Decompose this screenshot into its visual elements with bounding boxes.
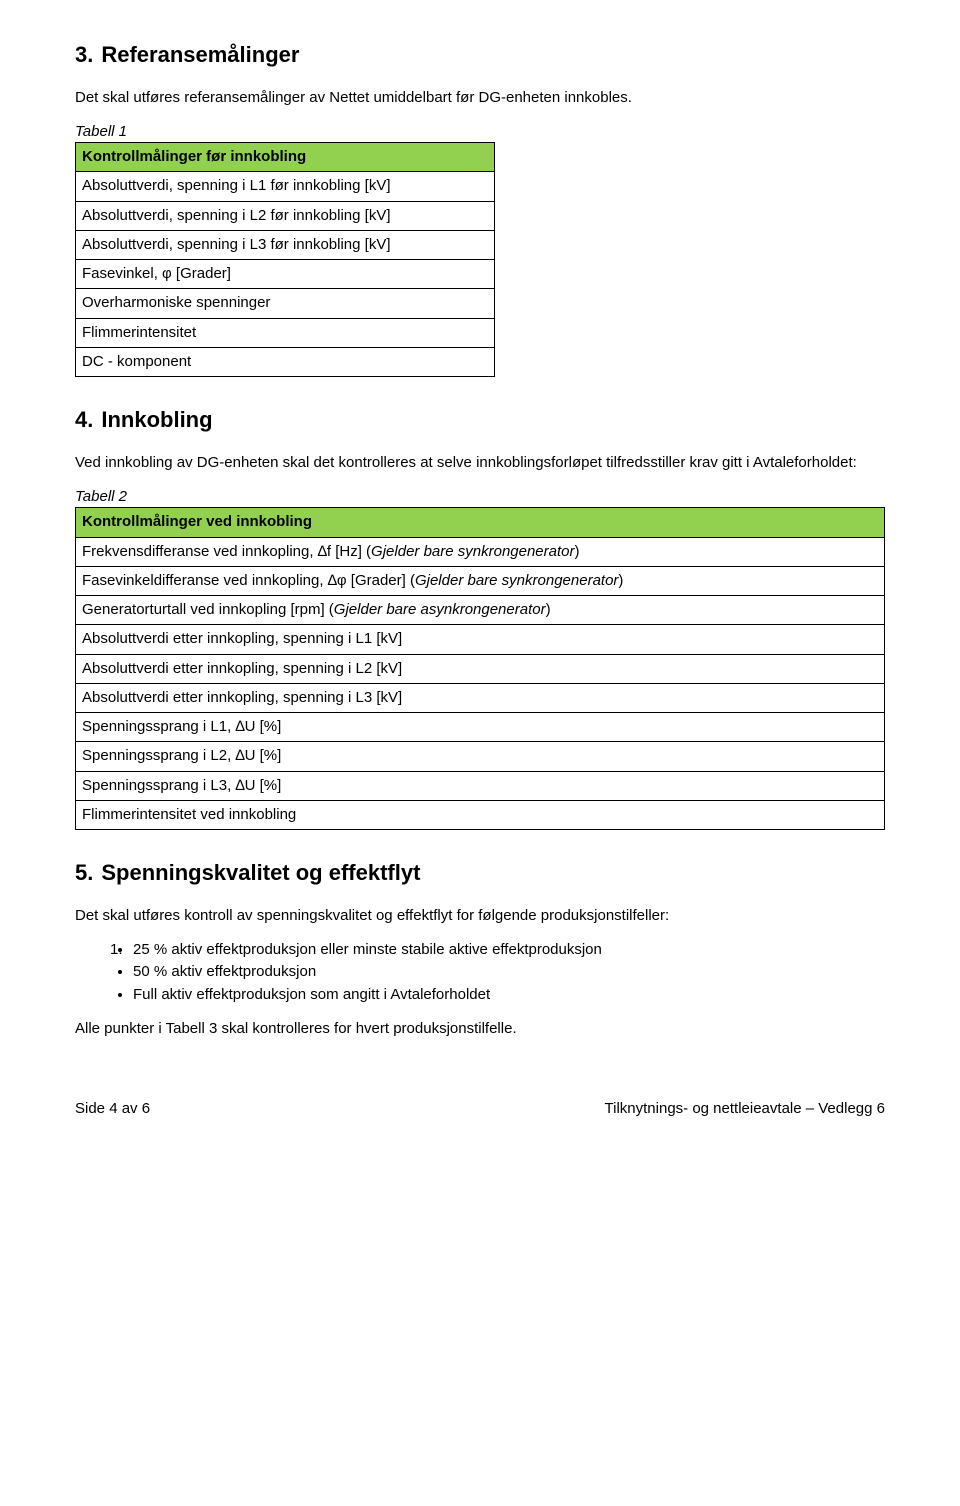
page-footer: Side 4 av 6 Tilknytnings- og nettleieavt… (75, 1099, 885, 1119)
section-5-list-marker: 1. (110, 940, 123, 960)
section-3-number: 3. (75, 42, 93, 67)
table-row: Spenningssprang i L1, ∆U [%] (76, 713, 885, 742)
list-item: Full aktiv effektproduksjon som angitt i… (133, 985, 885, 1005)
table-row: Generatorturtall ved innkopling [rpm] (G… (76, 596, 885, 625)
section-4-number: 4. (75, 407, 93, 432)
table-1: Kontrollmålinger før innkobling Absolutt… (75, 142, 495, 377)
list-item: 50 % aktiv effektproduksjon (133, 962, 885, 982)
section-3-intro: Det skal utføres referansemålinger av Ne… (75, 88, 885, 108)
table-1-caption: Tabell 1 (75, 122, 885, 142)
section-4-heading: 4. Innkobling (75, 405, 885, 435)
list-item: 25 % aktiv effektproduksjon eller minste… (133, 940, 885, 960)
section-3-title: Referansemålinger (101, 42, 299, 67)
table-2-header: Kontrollmålinger ved innkobling (76, 508, 885, 537)
table-2-caption: Tabell 2 (75, 487, 885, 507)
table-row: Absoluttverdi etter innkopling, spenning… (76, 625, 885, 654)
table-row: Flimmerintensitet (76, 318, 495, 347)
section-5-outro: Alle punkter i Tabell 3 skal kontrollere… (75, 1019, 885, 1039)
table-row: Absoluttverdi, spenning i L2 før innkobl… (76, 201, 495, 230)
section-3-heading: 3. Referansemålinger (75, 40, 885, 70)
table-row: Spenningssprang i L3, ∆U [%] (76, 771, 885, 800)
section-5-intro: Det skal utføres kontroll av spenningskv… (75, 906, 885, 926)
section-5-title: Spenningskvalitet og effektflyt (101, 860, 420, 885)
section-4-intro: Ved innkobling av DG-enheten skal det ko… (75, 453, 885, 473)
table-row: Absoluttverdi etter innkopling, spenning… (76, 683, 885, 712)
table-row: Spenningssprang i L2, ∆U [%] (76, 742, 885, 771)
section-5-heading: 5. Spenningskvalitet og effektflyt (75, 858, 885, 888)
table-row: Frekvensdifferanse ved innkopling, ∆f [H… (76, 537, 885, 566)
table-row: Fasevinkeldifferanse ved innkopling, ∆φ … (76, 566, 885, 595)
section-4-title: Innkobling (101, 407, 212, 432)
table-row: DC - komponent (76, 347, 495, 376)
footer-page-number: Side 4 av 6 (75, 1099, 150, 1119)
table-row: Overharmoniske spenninger (76, 289, 495, 318)
table-row: Fasevinkel, φ [Grader] (76, 260, 495, 289)
section-5-list: 1. 25 % aktiv effektproduksjon eller min… (75, 940, 885, 1005)
table-row: Absoluttverdi etter innkopling, spenning… (76, 654, 885, 683)
table-row: Absoluttverdi, spenning i L3 før innkobl… (76, 230, 495, 259)
section-5-bullets: 25 % aktiv effektproduksjon eller minste… (133, 940, 885, 1005)
table-1-header: Kontrollmålinger før innkobling (76, 143, 495, 172)
footer-doc-title: Tilknytnings- og nettleieavtale – Vedleg… (605, 1099, 885, 1119)
table-2: Kontrollmålinger ved innkobling Frekvens… (75, 507, 885, 830)
table-row: Absoluttverdi, spenning i L1 før innkobl… (76, 172, 495, 201)
table-row: Flimmerintensitet ved innkobling (76, 800, 885, 829)
section-5-number: 5. (75, 860, 93, 885)
